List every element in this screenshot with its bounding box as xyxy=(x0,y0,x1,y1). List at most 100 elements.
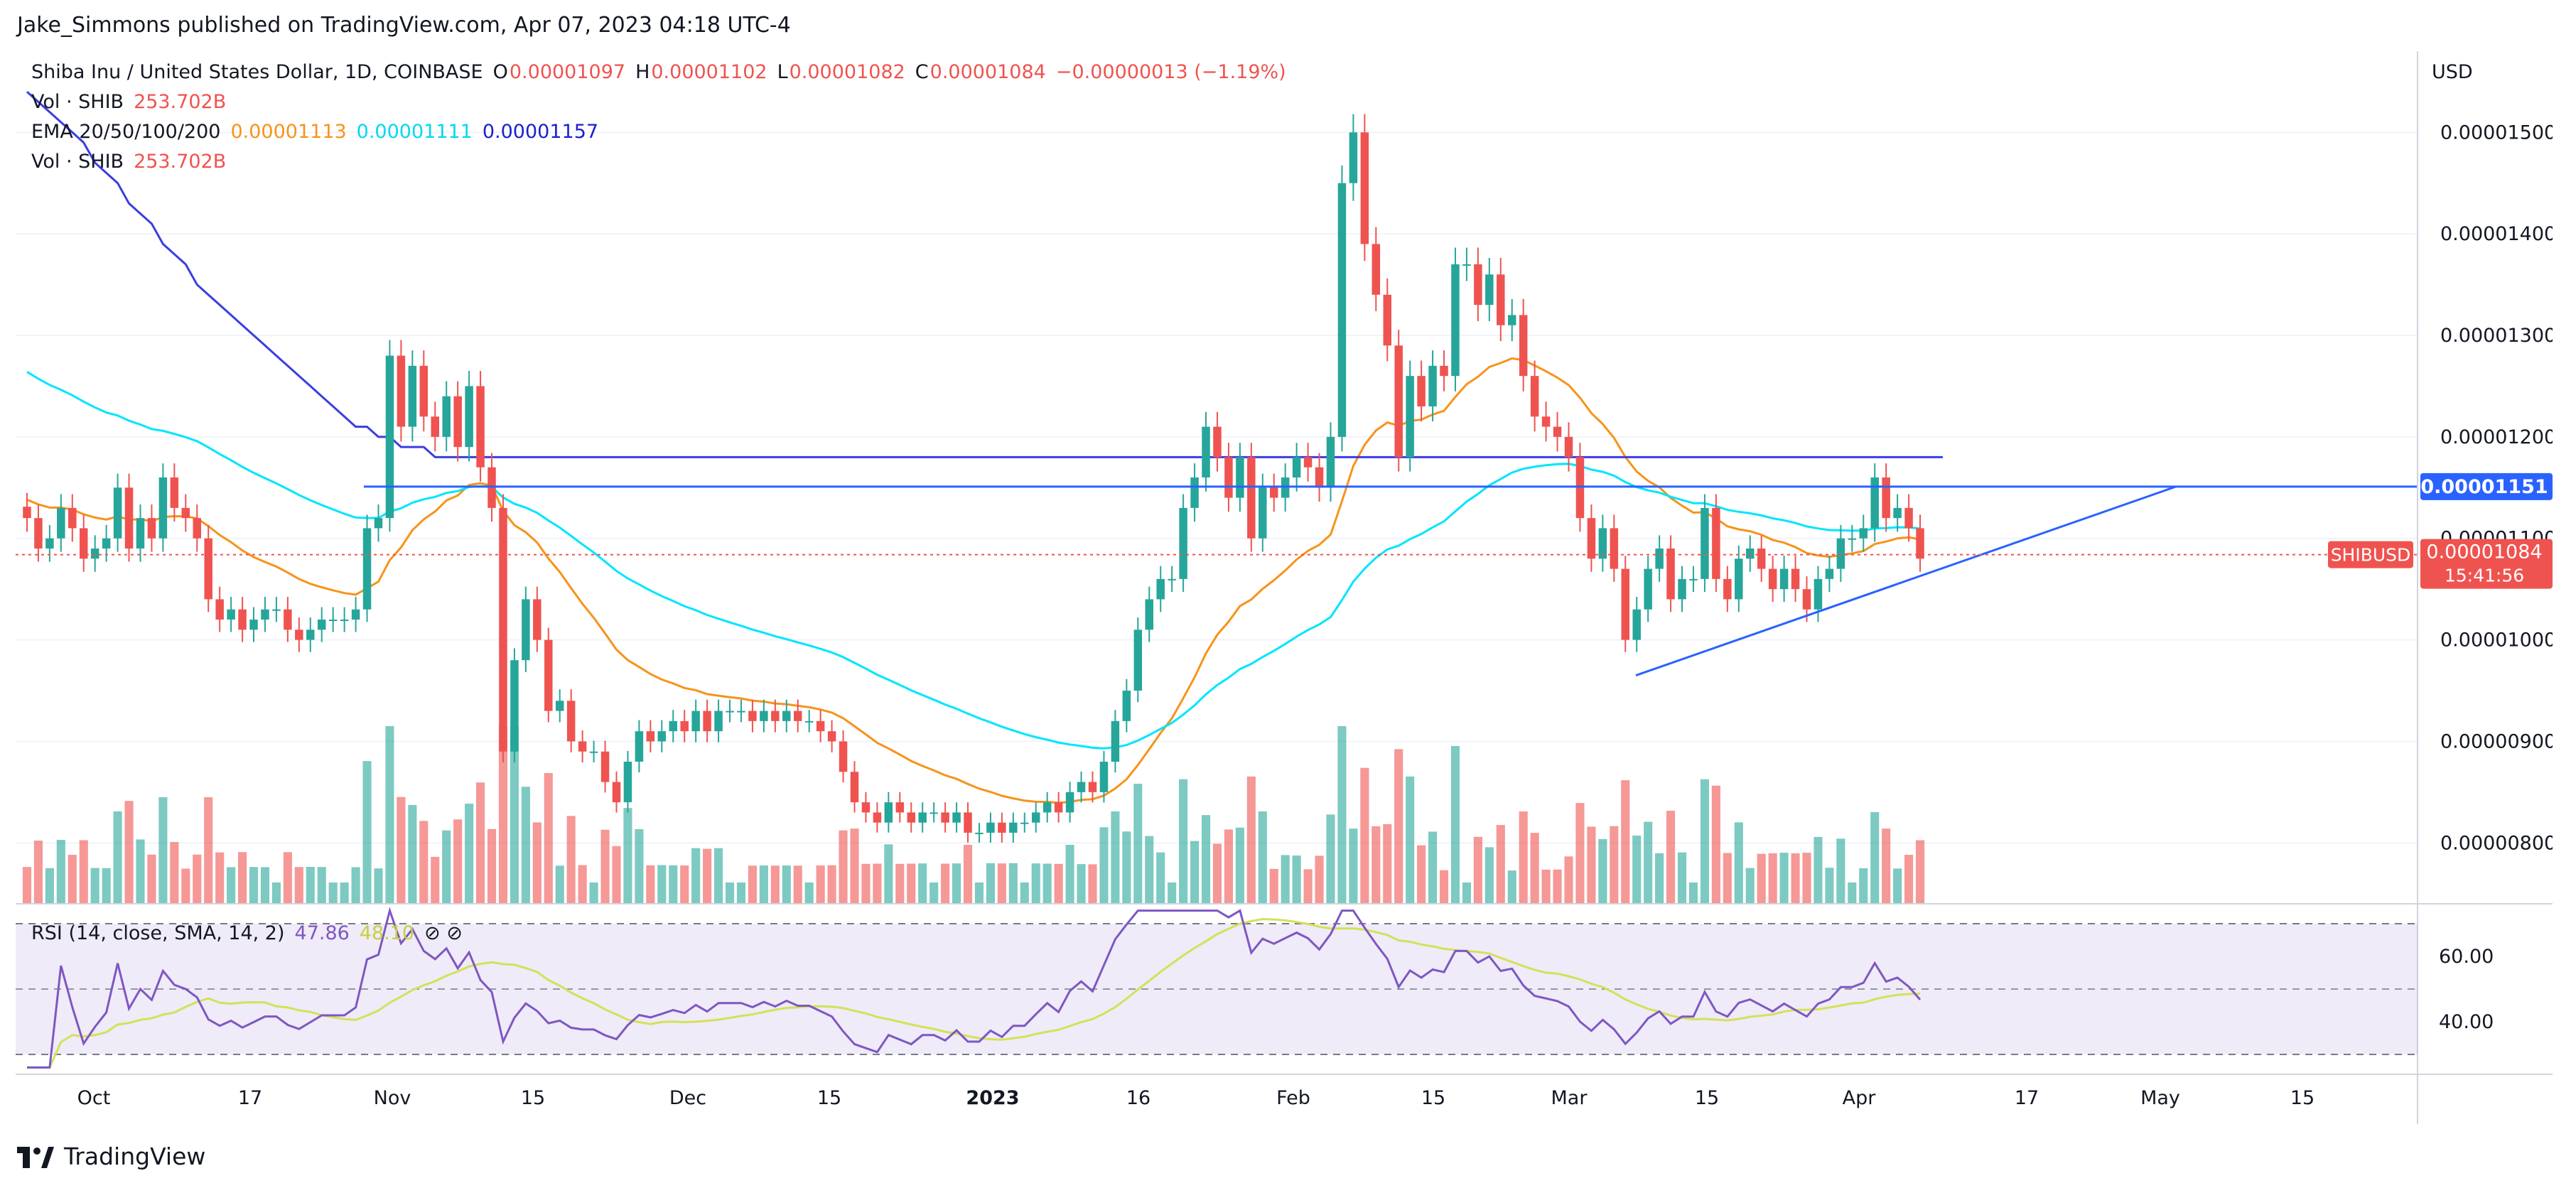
volume-bar xyxy=(385,726,394,904)
volume-bar xyxy=(1768,853,1777,904)
volume-bar xyxy=(33,841,43,904)
candle-body xyxy=(1440,365,1448,377)
volume-bar xyxy=(204,797,213,904)
candle-body xyxy=(1168,578,1176,580)
time-tick-label: Oct xyxy=(77,1087,111,1109)
time-tick-label: Apr xyxy=(1843,1087,1877,1109)
volume-bar xyxy=(1802,853,1811,904)
volume-bar xyxy=(442,830,451,904)
candle-body xyxy=(964,812,972,833)
time-tick-label: Feb xyxy=(1276,1087,1310,1109)
candle-body xyxy=(1859,528,1868,539)
legend-rsi-icons[interactable]: ⊘ ⊘ xyxy=(424,922,463,944)
volume-bar xyxy=(170,842,179,904)
candle-body xyxy=(555,701,564,711)
volume-bar xyxy=(997,863,1006,904)
volume-bar xyxy=(1179,779,1188,904)
candle-body xyxy=(578,741,587,752)
volume-bar xyxy=(759,865,768,904)
candle-body xyxy=(453,396,462,448)
volume-bar xyxy=(431,856,440,904)
candle-body xyxy=(385,355,394,519)
candle-body xyxy=(499,507,507,752)
price-chart[interactable]: USD 0.00001500 0.00001400 0.00001300 0.0000… xyxy=(16,51,2556,1124)
candle-body xyxy=(1701,507,1709,579)
volume-bar xyxy=(532,822,541,904)
volume-bar xyxy=(804,882,814,904)
volume-bar xyxy=(907,863,916,904)
candle-body xyxy=(181,507,190,519)
volume-bar xyxy=(578,865,587,904)
candle-body xyxy=(1564,436,1573,458)
time-tick-label: 16 xyxy=(1126,1087,1150,1109)
candle-body xyxy=(1904,507,1913,529)
volume-bar xyxy=(453,819,463,904)
candle-body xyxy=(317,620,326,630)
volume-bar xyxy=(1711,785,1720,904)
candle-body xyxy=(884,802,893,823)
candle-body xyxy=(328,620,338,621)
price-tick-label: 0.00001500 xyxy=(2440,122,2553,144)
candle-body xyxy=(79,528,88,559)
candle-body xyxy=(34,518,43,549)
tradingview-logo[interactable]: TradingView xyxy=(17,1143,205,1170)
candle-body xyxy=(1474,264,1482,306)
volume-bar xyxy=(623,808,632,904)
candle-body xyxy=(215,599,224,620)
candle-body xyxy=(1349,132,1358,183)
candle-body xyxy=(952,812,961,823)
candle-body xyxy=(646,731,655,742)
candle-body xyxy=(1042,802,1052,813)
candle-body xyxy=(929,812,938,814)
candle-body xyxy=(566,701,576,742)
candle-body xyxy=(1882,477,1890,519)
time-tick-label: 15 xyxy=(1421,1087,1445,1109)
candle-body xyxy=(124,487,134,549)
volume-bar xyxy=(1292,855,1301,904)
volume-bar xyxy=(1666,811,1676,904)
candle-body xyxy=(1712,507,1720,579)
candle-body xyxy=(1020,822,1029,824)
volume-bar xyxy=(1779,853,1789,904)
volume-bar xyxy=(1088,864,1097,904)
candle-body xyxy=(204,538,212,600)
volume-bar xyxy=(850,828,859,904)
candle-body xyxy=(147,518,156,539)
candle-body xyxy=(227,609,235,620)
volume-bar xyxy=(1133,784,1143,904)
candle-body xyxy=(1179,507,1187,579)
volume-bar xyxy=(986,863,995,904)
candle-body xyxy=(476,386,485,468)
candle-body xyxy=(612,782,621,803)
candle-body xyxy=(1848,538,1857,540)
candle-body xyxy=(1655,549,1664,569)
volume-bar xyxy=(1235,827,1244,904)
volume-bar xyxy=(1507,870,1516,904)
candle-body xyxy=(1133,630,1143,691)
candle-body xyxy=(600,751,610,782)
volume-bar xyxy=(1258,811,1267,904)
candle-body xyxy=(102,538,111,549)
candle-body xyxy=(1689,578,1698,580)
candle-body xyxy=(1213,426,1222,458)
candle-body xyxy=(1031,812,1040,823)
candle-body xyxy=(827,731,836,742)
volume-bar xyxy=(1610,826,1619,904)
candle-body xyxy=(1337,183,1347,437)
time-tick-label: 17 xyxy=(2015,1087,2039,1109)
volume-bar xyxy=(816,865,825,904)
time-tick-label: 2023 xyxy=(966,1087,1019,1109)
candle-body xyxy=(1269,487,1278,498)
candle-body xyxy=(1054,802,1063,813)
candle-body xyxy=(510,660,519,752)
candle-body xyxy=(1326,436,1335,488)
symbol-badge-text: SHIBUSD xyxy=(2331,545,2411,566)
chart-frame[interactable]: USD 0.00001500 0.00001400 0.00001300 0.0000… xyxy=(16,51,2556,1124)
legend-ema50: 0.00001111 xyxy=(356,121,473,143)
candle-body xyxy=(170,477,179,508)
price-tick-label: 0.00000900 xyxy=(2440,730,2553,752)
candle-body xyxy=(1666,549,1675,600)
volume-bar xyxy=(1450,745,1460,904)
volume-bar xyxy=(1008,863,1018,904)
volume-bar xyxy=(476,782,485,904)
